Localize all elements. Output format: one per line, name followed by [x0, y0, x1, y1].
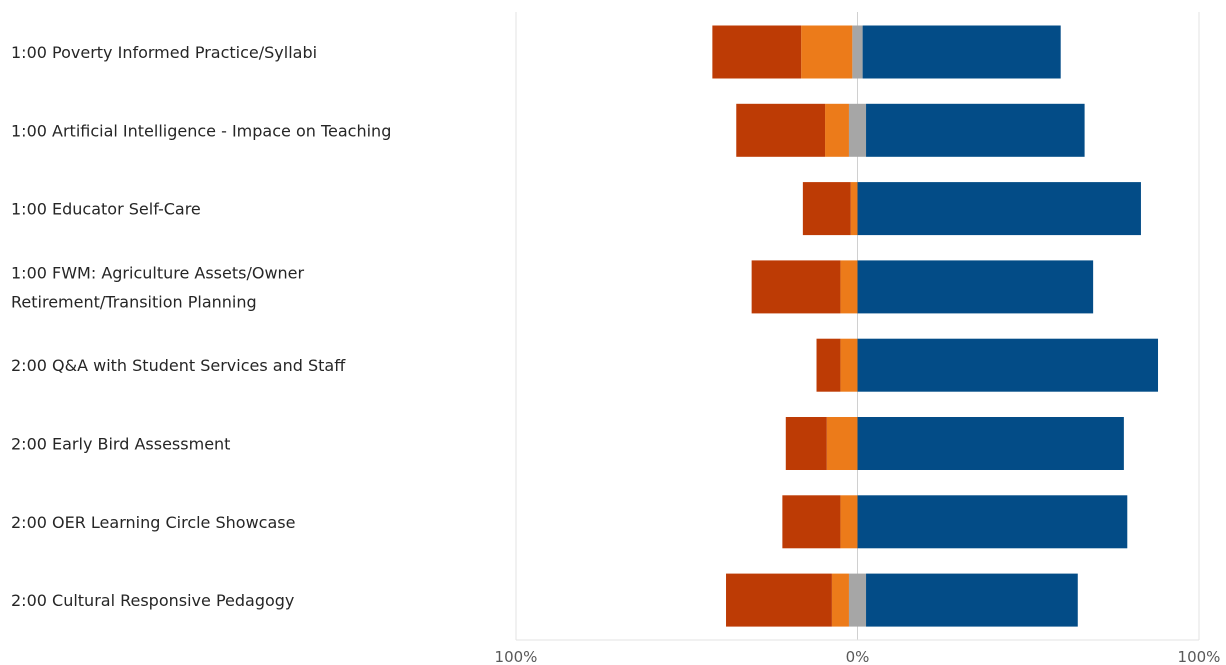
bar-negative-1-row-2: [850, 182, 858, 236]
bar-negative-1-row-6: [840, 495, 858, 549]
x-tick-label-2: 100%: [1178, 648, 1221, 665]
bar-positive-0-row-7: [866, 573, 1078, 627]
bar-positive-0-row-3: [857, 260, 1094, 314]
bar-neutral-0-row-0: [852, 25, 863, 79]
bar-negative-1-row-0: [801, 25, 853, 79]
bar-negative-0-row-5: [785, 417, 827, 470]
bar-positive-0-row-2: [857, 182, 1141, 236]
category-label-3-line-0: 1:00 FWM: Agriculture Assets/Owner: [11, 263, 305, 282]
category-label-0: 1:00 Poverty Informed Practice/Syllabi: [11, 43, 317, 62]
x-tick-label-0: 100%: [495, 648, 538, 665]
bar-negative-1-row-4: [840, 338, 858, 392]
bar-negative-1-row-1: [825, 103, 849, 157]
bar-negative-0-row-3: [751, 260, 841, 314]
bar-neutral-0-row-1: [848, 103, 867, 157]
category-label-2: 1:00 Educator Self-Care: [11, 200, 201, 219]
bar-positive-0-row-6: [857, 495, 1128, 549]
bar-negative-0-row-2: [802, 182, 851, 236]
category-label-7: 2:00 Cultural Responsive Pedagogy: [11, 591, 294, 610]
category-label-1: 1:00 Artificial Intelligence - Impace on…: [11, 121, 391, 140]
bar-negative-0-row-7: [726, 573, 832, 627]
bar-negative-0-row-6: [782, 495, 841, 549]
bar-neutral-0-row-7: [848, 573, 867, 627]
bar-negative-1-row-5: [826, 417, 858, 470]
category-label-6: 2:00 OER Learning Circle Showcase: [11, 513, 295, 532]
category-label-5: 2:00 Early Bird Assessment: [11, 435, 230, 454]
bar-positive-0-row-4: [857, 338, 1159, 392]
bar-positive-0-row-5: [857, 417, 1124, 470]
bar-positive-0-row-1: [866, 103, 1085, 157]
category-label-4: 2:00 Q&A with Student Services and Staff: [11, 356, 346, 375]
bar-negative-1-row-7: [831, 573, 849, 627]
bar-negative-1-row-3: [840, 260, 858, 314]
bar-negative-0-row-1: [736, 103, 826, 157]
bar-positive-0-row-0: [862, 25, 1061, 79]
bar-negative-0-row-0: [712, 25, 802, 79]
category-label-3-line-1: Retirement/Transition Planning: [11, 292, 257, 311]
bar-negative-0-row-4: [816, 338, 841, 392]
x-tick-label-1: 0%: [846, 648, 870, 665]
